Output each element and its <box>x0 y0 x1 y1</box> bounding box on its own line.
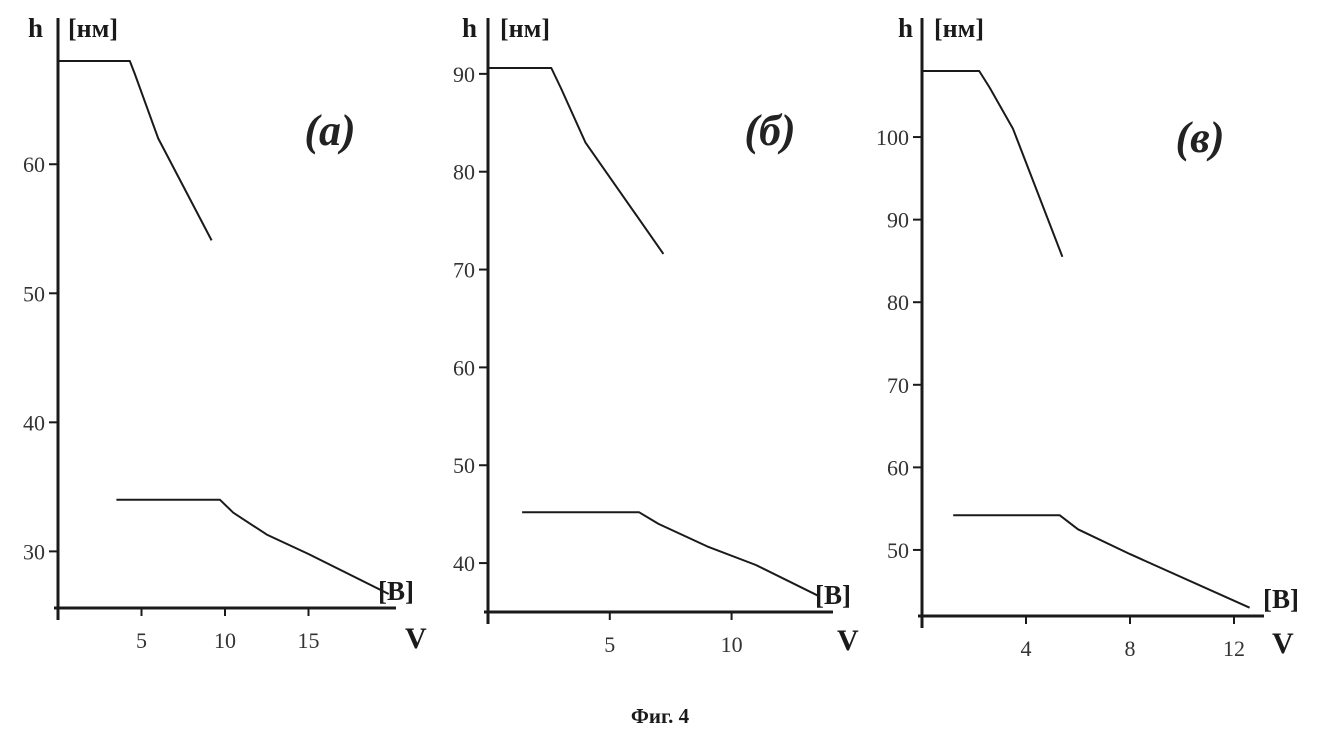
series-line-2 <box>522 512 819 596</box>
series-line-1 <box>922 71 1062 257</box>
chart-panel-1: 3040506051015h[нм][B]V(a) <box>23 13 427 655</box>
figure-caption: Фиг. 4 <box>0 704 1320 729</box>
y-axis-title: h <box>462 13 477 43</box>
x-tick-label: 8 <box>1125 636 1136 661</box>
y-tick-label: 40 <box>23 410 45 435</box>
x-axis-unit: [B] <box>1263 584 1299 614</box>
x-tick-label: 10 <box>721 632 743 657</box>
y-axis-unit: [нм] <box>934 14 984 43</box>
y-tick-label: 40 <box>453 551 475 576</box>
y-tick-label: 100 <box>876 125 909 150</box>
y-axis-unit: [нм] <box>500 14 550 43</box>
panel-label: (a) <box>304 106 355 155</box>
x-tick-label: 10 <box>214 628 236 653</box>
y-tick-label: 70 <box>887 373 909 398</box>
y-tick-label: 60 <box>453 355 475 380</box>
x-tick-label: 12 <box>1223 636 1245 661</box>
x-tick-label: 5 <box>604 632 615 657</box>
y-tick-label: 30 <box>23 539 45 564</box>
y-tick-label: 90 <box>887 208 909 233</box>
y-tick-label: 80 <box>887 290 909 315</box>
series-line-1 <box>58 61 212 240</box>
series-line-2 <box>116 500 388 594</box>
x-axis-title: V <box>405 622 427 655</box>
y-axis-title: h <box>28 13 43 43</box>
chart-panel-2: 40 50 60 70 80 90 5 10 h [нм] [B] V (б) <box>453 13 859 657</box>
x-tick-label: 4 <box>1021 636 1032 661</box>
x-axis-title: V <box>837 624 859 657</box>
y-axis-title: h <box>898 13 913 43</box>
x-axis-unit: [B] <box>815 580 851 610</box>
series-line-1 <box>488 68 663 254</box>
panel-label: (в) <box>1176 113 1225 162</box>
y-tick-label: 90 <box>453 62 475 87</box>
y-tick-label: 60 <box>887 455 909 480</box>
x-axis-title: V <box>1272 627 1294 660</box>
x-tick-label: 5 <box>136 628 147 653</box>
y-tick-label: 80 <box>453 160 475 185</box>
x-tick-label: 15 <box>298 628 320 653</box>
y-tick-label: 60 <box>23 152 45 177</box>
y-tick-label: 50 <box>453 453 475 478</box>
y-tick-label: 50 <box>23 281 45 306</box>
y-tick-label: 70 <box>453 258 475 283</box>
y-axis-unit: [нм] <box>68 14 118 43</box>
y-tick-label: 50 <box>887 538 909 563</box>
chart-panel-3: 50 60 70 80 90 100 4 8 12 h [нм] [B] V (в) <box>876 13 1299 661</box>
panel-label: (б) <box>744 106 795 155</box>
series-line-2 <box>953 515 1249 607</box>
